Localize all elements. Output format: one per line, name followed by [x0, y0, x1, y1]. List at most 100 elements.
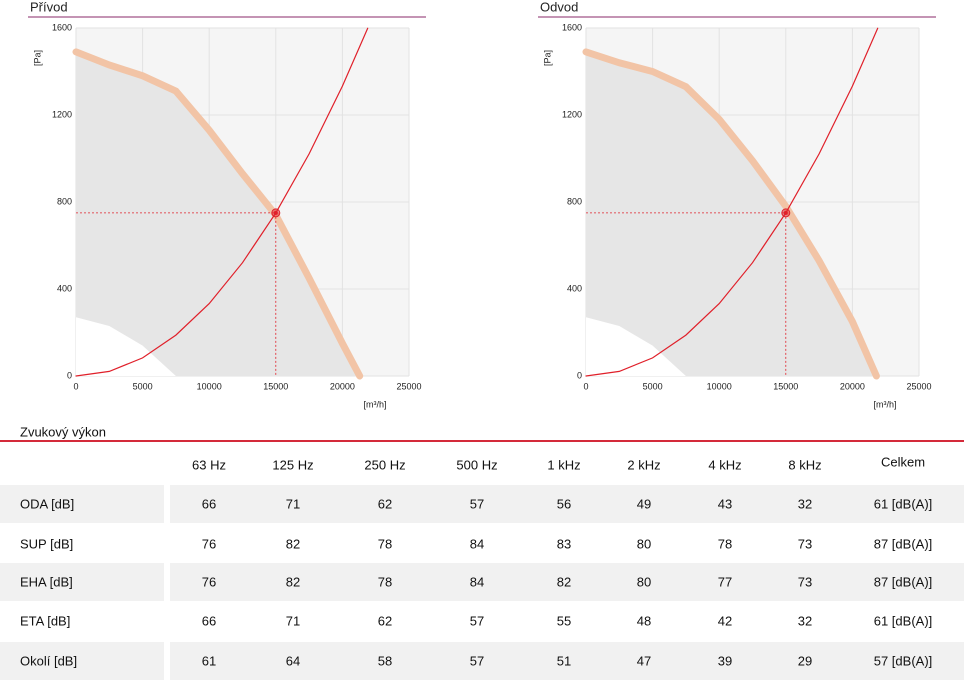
table-cell: 76	[201, 574, 217, 590]
table-cell: 43	[717, 496, 733, 512]
column-header: 63 Hz	[192, 457, 226, 473]
y-axis-label: [Pa]	[32, 50, 42, 66]
curve	[582, 48, 880, 380]
table-total: 87 [dB(A)]	[873, 536, 933, 552]
area	[76, 317, 176, 376]
row-label: Okolí [dB]	[20, 653, 78, 669]
column-header: 8 kHz	[788, 457, 822, 473]
curve	[75, 27, 369, 377]
table-cell: 29	[797, 653, 813, 669]
area	[76, 51, 360, 377]
x-tick-label: 5000	[643, 381, 663, 391]
x-axis-label: [m³/h]	[873, 399, 896, 409]
table-cell: 64	[285, 653, 301, 669]
table-cell: 66	[201, 613, 217, 629]
y-tick-label: 0	[67, 370, 72, 380]
table-cell: 73	[797, 536, 813, 552]
column-header: 500 Hz	[456, 457, 498, 473]
table-cell: 82	[556, 574, 572, 590]
table-cell: 83	[556, 536, 572, 552]
row-label: ETA [dB]	[20, 613, 71, 629]
y-tick-label: 1600	[52, 22, 72, 32]
curve	[72, 48, 364, 380]
table-cell: 84	[469, 574, 485, 590]
row-label: EHA [dB]	[20, 574, 73, 590]
y-axis-label: [Pa]	[542, 50, 552, 66]
x-tick-label: 15000	[263, 381, 288, 391]
table-cell: 57	[469, 613, 485, 629]
table-total: 87 [dB(A)]	[873, 574, 933, 590]
y-tick-label: 800	[567, 196, 582, 206]
y-tick-label: 400	[567, 283, 582, 293]
table-cell: 71	[285, 613, 301, 629]
table-cell: 78	[377, 536, 393, 552]
table-cell: 73	[797, 574, 813, 590]
table-cell: 71	[285, 496, 301, 512]
curve	[585, 27, 879, 377]
row-label: SUP [dB]	[20, 536, 74, 552]
chart-title: Přívod	[30, 0, 68, 14]
table-cell: 56	[556, 496, 572, 512]
x-tick-label: 15000	[773, 381, 798, 391]
x-tick-label: 25000	[396, 381, 421, 391]
y-tick-label: 1200	[562, 109, 582, 119]
x-tick-label: 20000	[840, 381, 865, 391]
operating-point-core	[273, 210, 278, 215]
area	[586, 51, 877, 377]
column-header: 125 Hz	[272, 457, 314, 473]
x-tick-label: 0	[583, 381, 588, 391]
x-tick-label: 10000	[197, 381, 222, 391]
table-title: Zvukový výkon	[20, 424, 106, 440]
row-bg	[0, 642, 164, 680]
table-cell: 32	[797, 496, 813, 512]
y-tick-label: 1600	[562, 22, 582, 32]
table-cell: 76	[201, 536, 217, 552]
table-cell: 51	[556, 653, 572, 669]
x-tick-label: 20000	[330, 381, 355, 391]
row-label: ODA [dB]	[20, 496, 75, 512]
table-total: 61 [dB(A)]	[873, 613, 933, 629]
y-tick-label: 400	[57, 283, 72, 293]
x-tick-label: 0	[73, 381, 78, 391]
column-header: 2 kHz	[627, 457, 661, 473]
row-bg	[170, 485, 964, 523]
charts: Přívod 0 5000 10000 15000 20000 25000 0 400 800 12…	[28, 0, 936, 409]
table-cell: 80	[636, 536, 652, 552]
table-cell: 66	[201, 496, 217, 512]
table-cell: 62	[377, 613, 393, 629]
area	[586, 317, 686, 376]
table-cell: 62	[377, 496, 393, 512]
table-cell: 49	[636, 496, 652, 512]
column-header: Celkem	[880, 454, 926, 470]
table-cell: 82	[285, 574, 301, 590]
table-cell: 77	[717, 574, 733, 590]
table-cell: 82	[285, 536, 301, 552]
table-cell: 84	[469, 536, 485, 552]
row-bg	[170, 563, 964, 601]
table-cell: 57	[469, 653, 485, 669]
column-header: 4 kHz	[708, 457, 742, 473]
y-tick-label: 1200	[52, 109, 72, 119]
row-bg	[0, 485, 164, 523]
table-rule	[0, 440, 964, 442]
table-total: 57 [dB(A)]	[873, 653, 933, 669]
table-total: 61 [dB(A)]	[873, 496, 933, 512]
table-cell: 55	[556, 613, 572, 629]
table-cell: 47	[636, 653, 652, 669]
table-cell: 48	[636, 613, 652, 629]
table-cell: 42	[717, 613, 733, 629]
column-header: 1 kHz	[547, 457, 581, 473]
row-bg	[170, 642, 964, 680]
y-tick-label: 800	[57, 196, 72, 206]
row-bg	[0, 563, 164, 601]
table-cell: 78	[377, 574, 393, 590]
table-cell: 61	[201, 653, 217, 669]
table-cell: 80	[636, 574, 652, 590]
operating-point-core	[783, 210, 788, 215]
column-header: 250 Hz	[364, 457, 406, 473]
x-tick-label: 10000	[707, 381, 732, 391]
table-cell: 58	[377, 653, 393, 669]
table-cell: 78	[717, 536, 733, 552]
x-tick-label: 5000	[133, 381, 153, 391]
